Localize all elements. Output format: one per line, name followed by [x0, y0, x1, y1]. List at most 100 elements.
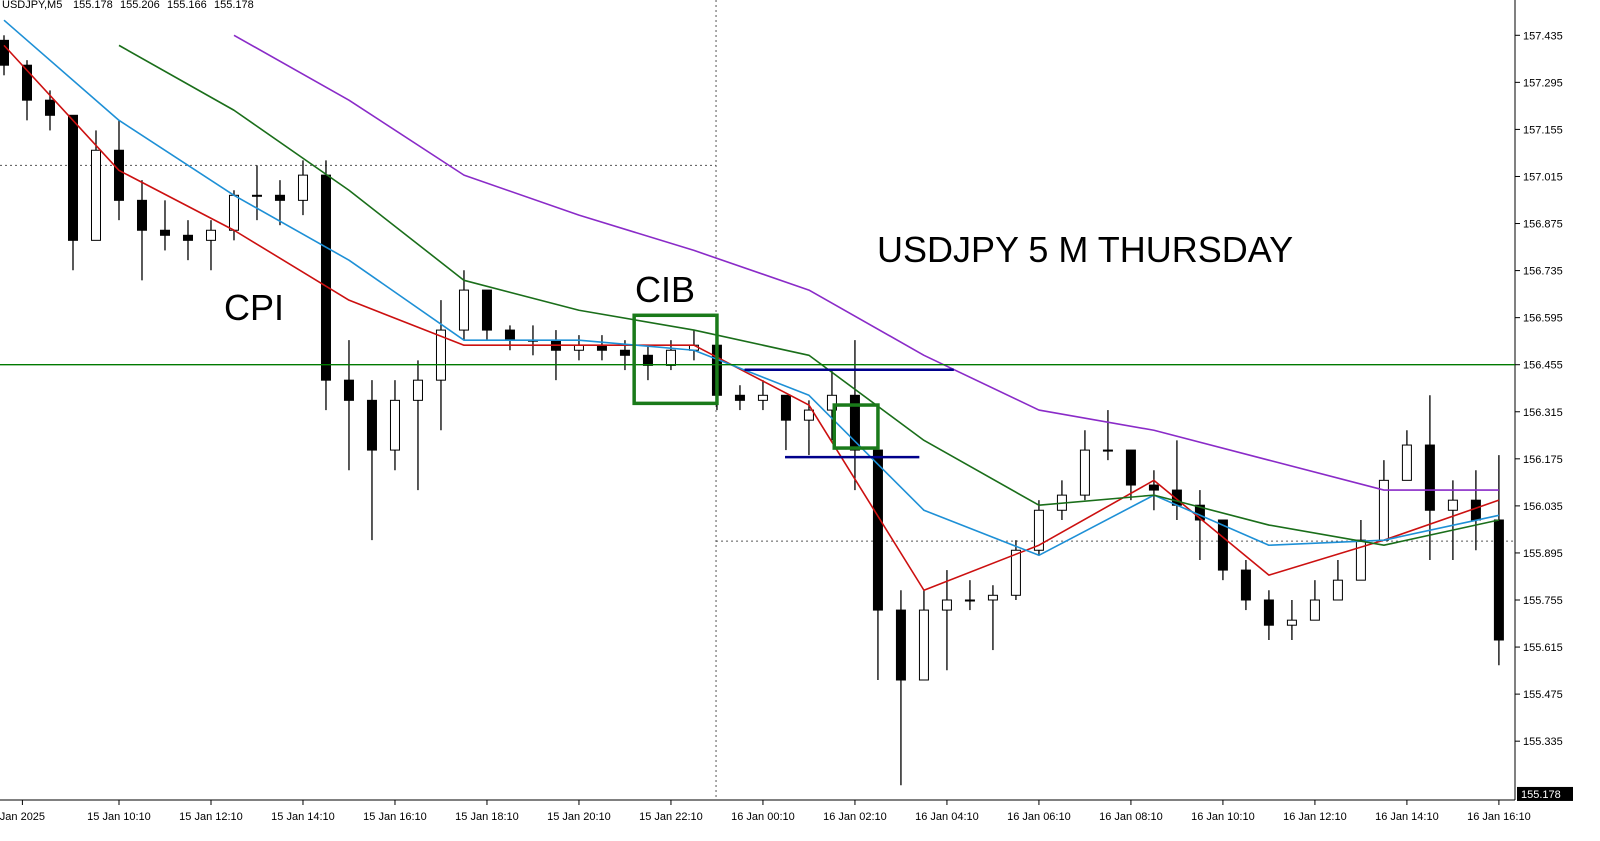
moving-average — [233, 34, 1499, 491]
plot: 157.435 157.295 157.155 157.015 156.875 156.7… — [0, 0, 1573, 823]
candle-body — [1102, 449, 1113, 452]
moving-average — [3, 19, 1500, 557]
moving-average — [118, 44, 1500, 547]
x-tick-label: 16 Jan 14:10 — [1375, 811, 1439, 823]
moving-average — [3, 44, 1500, 592]
annotation: CIB — [635, 269, 695, 310]
x-tick-label: 15 Jan 16:10 — [363, 811, 427, 823]
bar-open: 155.178 — [73, 0, 113, 11]
candle-body — [458, 289, 469, 331]
candle-body — [0, 39, 10, 66]
y-tick-label: 157.295 — [1523, 77, 1563, 89]
candle-body — [90, 149, 101, 241]
candle-body — [757, 394, 768, 401]
candle-body — [1401, 444, 1412, 481]
price-tag — [1517, 786, 1573, 801]
y-tick-label: 157.015 — [1523, 171, 1563, 183]
candle-body — [895, 609, 906, 681]
candle-body — [1240, 569, 1251, 601]
x-tick-label: 16 Jan 04:10 — [915, 811, 979, 823]
y-tick-label: 157.155 — [1523, 124, 1563, 136]
y-tick-label: 155.335 — [1523, 736, 1563, 748]
x-tick-label: 16 Jan 12:10 — [1283, 811, 1347, 823]
bar-close: 155.178 — [214, 0, 254, 11]
candle-body — [366, 399, 377, 451]
candle-body — [389, 399, 400, 451]
x-tick-label: 15 Jan 10:10 — [87, 811, 151, 823]
y-tick-label: 157.435 — [1523, 30, 1563, 42]
candle-body — [228, 194, 239, 231]
y-tick-label: 156.315 — [1523, 407, 1563, 419]
candle-body — [1447, 499, 1458, 511]
candle-body — [849, 394, 860, 451]
candle-body — [1424, 444, 1435, 511]
candle-body — [780, 394, 791, 421]
candle-body — [1079, 449, 1090, 496]
x-tick-label: Jan 2025 — [0, 811, 45, 823]
candle-body — [1033, 509, 1044, 551]
candle-body — [435, 329, 446, 381]
candle-body — [665, 349, 676, 366]
candle-body — [159, 229, 170, 236]
y-tick-label: 156.875 — [1523, 219, 1563, 231]
x-tick-label: 16 Jan 00:10 — [731, 811, 795, 823]
candle-body — [1286, 619, 1297, 626]
y-tick-label: 156.455 — [1523, 360, 1563, 372]
candle-body — [251, 194, 262, 197]
candle-body — [987, 594, 998, 601]
candle-body — [274, 194, 285, 201]
candle-body — [1010, 549, 1021, 596]
x-tick-label: 16 Jan 06:10 — [1007, 811, 1071, 823]
symbol: USDJPY,M5 — [2, 0, 62, 11]
y-tick-label: 156.035 — [1523, 501, 1563, 513]
candle-body — [412, 379, 423, 401]
candle-body — [481, 289, 492, 331]
candle-body — [1217, 519, 1228, 571]
candle-body — [734, 394, 745, 401]
x-tick-label: 15 Jan 22:10 — [639, 811, 703, 823]
candle-body — [320, 174, 331, 381]
y-tick-label: 156.175 — [1523, 454, 1563, 466]
y-tick-label: 156.595 — [1523, 313, 1563, 325]
candle-body — [182, 234, 193, 241]
candle-body — [872, 449, 883, 611]
candle-body — [1263, 599, 1274, 626]
x-tick-label: 16 Jan 16:10 — [1467, 811, 1531, 823]
candle-body — [44, 99, 55, 116]
x-tick-label: 15 Jan 20:10 — [547, 811, 611, 823]
x-tick-label: 15 Jan 14:10 — [271, 811, 335, 823]
highlight-box — [832, 403, 880, 450]
candle-body — [1493, 519, 1504, 641]
candle-body — [1148, 484, 1159, 491]
annotation: USDJPY 5 M THURSDAY — [877, 229, 1293, 270]
annotation: CPI — [224, 287, 284, 328]
candle-body — [1355, 539, 1366, 581]
candle-body — [964, 599, 975, 602]
bar-high: 155.206 — [120, 0, 160, 11]
y-tick-label: 156.735 — [1523, 266, 1563, 278]
candle-body — [504, 329, 515, 341]
candle-body — [1125, 449, 1136, 486]
y-tick-label: 155.755 — [1523, 595, 1563, 607]
y-tick-label: 155.895 — [1523, 548, 1563, 560]
bar-low: 155.166 — [167, 0, 207, 11]
candle-body — [826, 394, 837, 411]
x-tick-label: 15 Jan 18:10 — [455, 811, 519, 823]
candle-body — [297, 174, 308, 201]
y-tick-label: 155.615 — [1523, 642, 1563, 654]
candle-body — [941, 599, 952, 611]
x-tick-label: 15 Jan 12:10 — [179, 811, 243, 823]
candle-body — [918, 609, 929, 681]
candle-body — [619, 349, 630, 356]
candle-body — [1332, 579, 1343, 601]
candle-body — [343, 379, 354, 401]
x-tick-label: 16 Jan 10:10 — [1191, 811, 1255, 823]
candle-body — [136, 199, 147, 231]
candle-body — [113, 149, 124, 201]
candle-body — [642, 354, 653, 366]
candle-body — [1309, 599, 1320, 621]
x-tick-label: 16 Jan 08:10 — [1099, 811, 1163, 823]
